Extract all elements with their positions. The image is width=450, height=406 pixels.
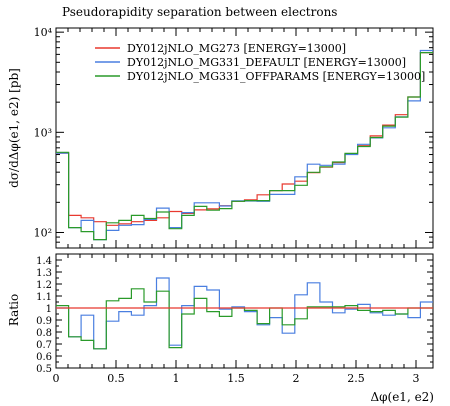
ratio-y-tick-label: 0.6 (36, 352, 52, 363)
main-y-tick-label: 10² (34, 226, 52, 239)
x-tick-label: 2.5 (347, 372, 365, 385)
ratio-series-line-1 (56, 277, 433, 350)
legend: DY012jNLO_MG273 [ENERGY=13000]DY012jNLO_… (95, 42, 425, 83)
main-plot-area: 10² 10³ 10⁴ (34, 26, 434, 249)
ratio-y-tick-label: 1 (46, 304, 52, 315)
main-y-tick-label: 10⁴ (34, 26, 53, 39)
ratio-y-tick-label: 1.2 (36, 280, 52, 291)
main-y-tick-label: 10³ (34, 126, 52, 139)
legend-label-2: DY012jNLO_MG331_OFFPARAMS [ENERGY=13000] (127, 70, 425, 83)
x-tick-label: 2 (293, 372, 300, 385)
chart-title: Pseudorapidity separation between electr… (62, 5, 337, 19)
legend-label-1: DY012jNLO_MG331_DEFAULT [ENERGY=13000] (127, 56, 406, 69)
x-tick-label: 0.5 (107, 372, 125, 385)
main-series-line-2 (56, 52, 433, 241)
x-tick-label: 3 (413, 372, 420, 385)
ratio-plot-frame (55, 253, 434, 369)
x-tick-label: 1 (173, 372, 180, 385)
main-plot-frame (55, 27, 434, 249)
ratio-y-tick-label: 1.1 (36, 292, 52, 303)
ratio-y-tick-label: 1.4 (36, 256, 52, 267)
ratio-y-tick-label: 0.7 (36, 340, 52, 351)
ratio-y-tick-label: 1.3 (36, 268, 52, 279)
ratio-y-axis-label: Ratio (7, 294, 21, 326)
x-tick-label: 1.5 (227, 372, 245, 385)
ratio-y-tick-label: 0.5 (36, 364, 52, 375)
x-tick-label: 0 (53, 372, 60, 385)
main-y-axis-label: dσ/dΔφ(e1, e2) [pb] (7, 68, 21, 188)
ratio-plot-area: 0 0.5 1 1.5 2 2.5 30.50.60.70.80.911.11.21.31.… (36, 253, 434, 385)
x-axis-label: Δφ(e1, e2) (370, 390, 434, 404)
ratio-y-tick-label: 0.8 (36, 328, 52, 339)
ratio-y-tick-label: 0.9 (36, 316, 52, 327)
ratio-series-line-2 (56, 288, 433, 350)
legend-label-0: DY012jNLO_MG273 [ENERGY=13000] (127, 42, 346, 55)
